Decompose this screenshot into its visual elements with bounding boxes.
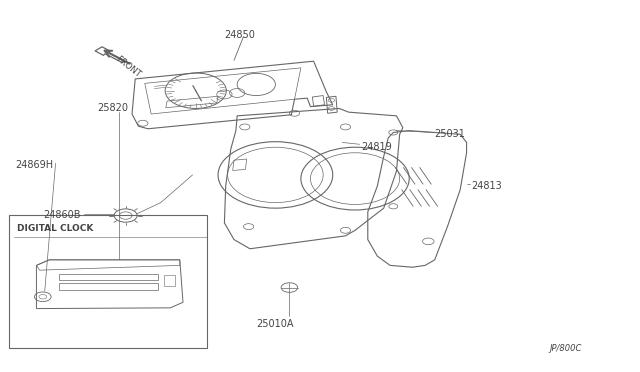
Text: 24860B: 24860B <box>43 210 80 220</box>
Text: 24850: 24850 <box>225 30 255 40</box>
Text: 24813: 24813 <box>471 181 502 191</box>
Text: 24869H: 24869H <box>15 160 54 170</box>
Text: 25010A: 25010A <box>257 319 294 329</box>
Text: FRONT: FRONT <box>114 55 142 80</box>
Text: DIGITAL CLOCK: DIGITAL CLOCK <box>17 224 93 233</box>
Text: JP/800C: JP/800C <box>549 344 582 353</box>
Text: 25031: 25031 <box>435 129 465 139</box>
Text: 24819: 24819 <box>362 142 392 152</box>
FancyBboxPatch shape <box>9 215 207 348</box>
Text: 25820: 25820 <box>97 103 128 113</box>
